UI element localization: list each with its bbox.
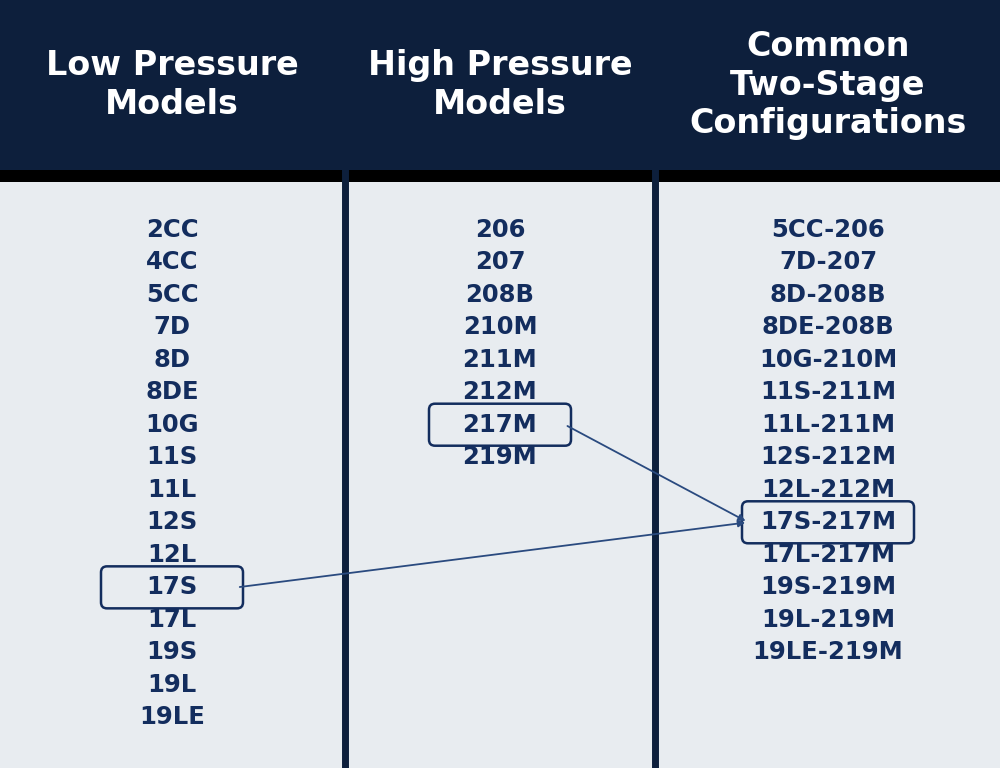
Text: 207: 207 bbox=[475, 250, 525, 274]
Text: 5CC-206: 5CC-206 bbox=[771, 217, 885, 241]
Text: 19S: 19S bbox=[146, 641, 198, 664]
Text: 19S-219M: 19S-219M bbox=[760, 575, 896, 599]
Text: 2CC: 2CC bbox=[146, 217, 198, 241]
Text: 217M: 217M bbox=[463, 412, 537, 437]
Text: 10G-210M: 10G-210M bbox=[759, 348, 897, 372]
Text: 12S: 12S bbox=[146, 510, 198, 535]
Bar bbox=[655, 0, 1000, 170]
Text: 5CC: 5CC bbox=[146, 283, 198, 306]
Text: 12L: 12L bbox=[147, 543, 197, 567]
Text: 12L-212M: 12L-212M bbox=[761, 478, 895, 502]
Text: 208B: 208B bbox=[466, 283, 534, 306]
Text: 206: 206 bbox=[475, 217, 525, 241]
Text: 7D: 7D bbox=[154, 315, 190, 339]
Text: 17L: 17L bbox=[147, 608, 197, 632]
Text: 8DE: 8DE bbox=[145, 380, 199, 404]
Text: 11S-211M: 11S-211M bbox=[760, 380, 896, 404]
Text: 10G: 10G bbox=[145, 412, 199, 437]
Text: 11S: 11S bbox=[146, 445, 198, 469]
Text: 212M: 212M bbox=[463, 380, 537, 404]
Text: 7D-207: 7D-207 bbox=[779, 250, 877, 274]
Text: 211M: 211M bbox=[463, 348, 537, 372]
Text: 17S: 17S bbox=[146, 575, 198, 599]
Text: 11L-211M: 11L-211M bbox=[761, 412, 895, 437]
Text: 17S-217M: 17S-217M bbox=[760, 510, 896, 535]
Text: 19LE: 19LE bbox=[139, 706, 205, 730]
Text: 210M: 210M bbox=[463, 315, 537, 339]
Text: 19L: 19L bbox=[147, 673, 197, 697]
Text: 8DE-208B: 8DE-208B bbox=[762, 315, 894, 339]
Bar bbox=[345, 0, 655, 170]
Text: 219M: 219M bbox=[463, 445, 537, 469]
Text: 4CC: 4CC bbox=[146, 250, 198, 274]
Text: High Pressure
Models: High Pressure Models bbox=[368, 49, 632, 121]
Text: Low Pressure
Models: Low Pressure Models bbox=[46, 49, 298, 121]
Text: Common
Two-Stage
Configurations: Common Two-Stage Configurations bbox=[689, 30, 967, 140]
Text: 12S-212M: 12S-212M bbox=[760, 445, 896, 469]
Text: 19LE-219M: 19LE-219M bbox=[753, 641, 903, 664]
Text: 17L-217M: 17L-217M bbox=[761, 543, 895, 567]
Bar bbox=[0, 0, 345, 170]
Text: 19L-219M: 19L-219M bbox=[761, 608, 895, 632]
Text: 8D-208B: 8D-208B bbox=[770, 283, 886, 306]
Text: 8D: 8D bbox=[154, 348, 190, 372]
Text: 11L: 11L bbox=[147, 478, 197, 502]
Bar bbox=[0, 170, 1000, 182]
